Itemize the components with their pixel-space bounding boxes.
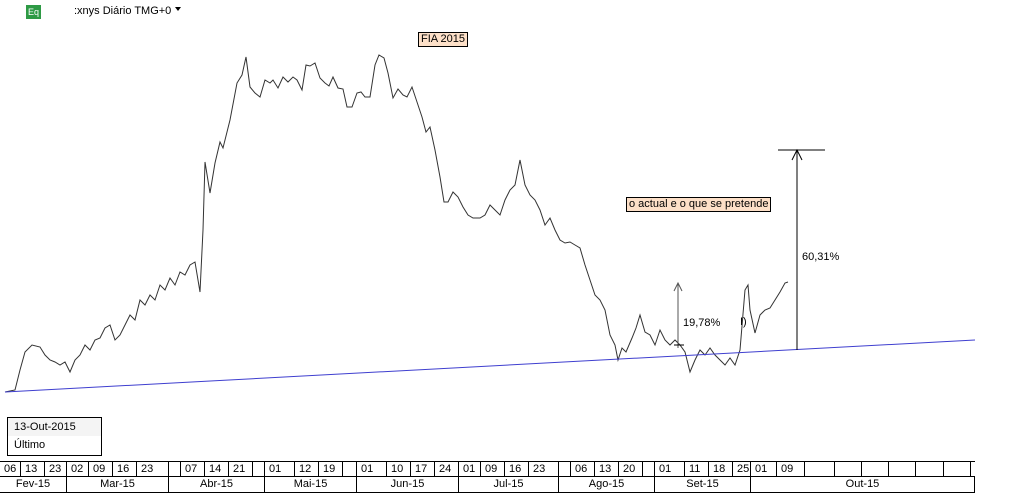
- legend-box: 13-Out-2015 Último: [7, 417, 102, 456]
- x-month-label: Mar-15: [67, 477, 169, 492]
- x-tick-label: [253, 462, 265, 477]
- big-gain-text: 60,31%: [802, 251, 840, 263]
- x-tick-label: 21: [229, 462, 253, 477]
- x-tick-label: 10: [387, 462, 411, 477]
- x-tick-label: 09: [89, 462, 113, 477]
- x-tick-label: 01: [655, 462, 685, 477]
- x-tick-label: [835, 462, 862, 477]
- x-month-label: Jun-15: [357, 477, 459, 492]
- x-tick-label: 07: [181, 462, 205, 477]
- x-tick-label: 18: [709, 462, 733, 477]
- trend-line[interactable]: [4, 339, 976, 393]
- note-label[interactable]: o actual e o que se pretende: [626, 197, 772, 212]
- chevron-down-icon[interactable]: [175, 7, 181, 11]
- x-tick-label: [343, 462, 357, 477]
- price-line: [4, 54, 789, 393]
- price-chart: [4, 54, 976, 393]
- x-tick-label: 19: [319, 462, 343, 477]
- x-tick-label: 12: [295, 462, 319, 477]
- legend-date: 13-Out-2015: [8, 418, 101, 436]
- small-gain-text: 19,78%: [683, 317, 721, 329]
- x-tick-label: [643, 462, 655, 477]
- x-tick-label: 06: [571, 462, 595, 477]
- x-tick-label: 06: [0, 462, 21, 477]
- x-tick-label: 01: [751, 462, 777, 477]
- x-tick-label: 13: [595, 462, 619, 477]
- x-tick-label: [944, 462, 971, 477]
- x-tick-label: 01: [357, 462, 387, 477]
- x-tick-label: 09: [481, 462, 505, 477]
- x-month-label: Ago-15: [559, 477, 655, 492]
- security-title[interactable]: :xnys Diário TMG+0: [74, 5, 172, 17]
- x-tick-label: [862, 462, 889, 477]
- x-tick-label: 16: [113, 462, 137, 477]
- x-tick-label: 20: [619, 462, 643, 477]
- x-tick-label: 01: [265, 462, 295, 477]
- x-tick-label: [889, 462, 916, 477]
- x-month-label: Set-15: [655, 477, 751, 492]
- x-month-label: Fev-15: [0, 477, 67, 492]
- x-tick-label: [559, 462, 571, 477]
- x-tick-label: 11: [685, 462, 709, 477]
- x-tick-label: 23: [45, 462, 67, 477]
- x-tick-label: 17: [411, 462, 435, 477]
- small-gain-arrow[interactable]: [673, 281, 684, 348]
- big-gain-arrow[interactable]: [778, 148, 825, 350]
- legend-field: Último: [14, 439, 46, 451]
- chart-title-label[interactable]: FIA 2015: [418, 32, 469, 47]
- x-month-label: Mai-15: [265, 477, 357, 492]
- marker-text: I): [740, 316, 747, 328]
- x-month-label: Abr-15: [169, 477, 265, 492]
- x-tick-label: 02: [67, 462, 89, 477]
- x-tick-label: 16: [505, 462, 529, 477]
- date-axis-months: Fev-15 Mar-15 Abr-15 Mai-15 Jun-15 Jul-15 Ago-…: [0, 476, 975, 493]
- x-tick-label: 24: [435, 462, 459, 477]
- x-tick-label: [916, 462, 944, 477]
- x-month-label: Jul-15: [459, 477, 559, 492]
- date-axis-days: 06 13 23 02 09 16 23 07 14 21 01 12 19 01 10 17 24 01 09 16…: [0, 461, 975, 477]
- x-tick-label: 13: [21, 462, 45, 477]
- x-tick-label: [169, 462, 181, 477]
- equity-icon[interactable]: Eq: [26, 5, 41, 19]
- x-tick-label: 23: [137, 462, 169, 477]
- x-tick-label: 09: [777, 462, 805, 477]
- x-month-label: Out-15: [751, 477, 975, 492]
- x-tick-label: 14: [205, 462, 229, 477]
- x-tick-label: 23: [529, 462, 559, 477]
- x-tick-label: 25: [733, 462, 751, 477]
- x-tick-label: [805, 462, 835, 477]
- x-tick-label: 01: [459, 462, 481, 477]
